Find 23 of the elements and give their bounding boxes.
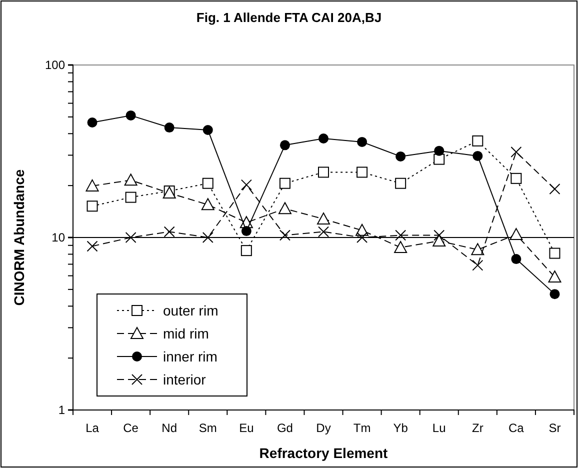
y-tick-label: 100 bbox=[44, 58, 66, 72]
legend-label: inner rim bbox=[163, 348, 218, 364]
x-tick-label: Nd bbox=[162, 421, 178, 435]
x-tick-label: Lu bbox=[432, 421, 446, 435]
y-tick-label: 10 bbox=[52, 230, 66, 244]
x-tick-label: Sr bbox=[548, 421, 561, 435]
chart-title: Fig. 1 Allende FTA CAI 20A,BJ bbox=[196, 10, 382, 25]
x-tick-label: Gd bbox=[276, 421, 293, 435]
x-tick-label: Yb bbox=[393, 421, 408, 435]
legend-label: interior bbox=[163, 372, 206, 388]
x-tick-label: Tm bbox=[353, 421, 371, 435]
x-tick-label: Dy bbox=[316, 421, 331, 435]
x-tick-label: Ca bbox=[508, 421, 524, 435]
x-axis-title: Refractory Element bbox=[259, 445, 388, 461]
x-tick-label: La bbox=[86, 421, 100, 435]
x-tick-label: Zr bbox=[472, 421, 484, 435]
x-tick-label: Eu bbox=[239, 421, 254, 435]
y-tick-label: 1 bbox=[58, 402, 66, 417]
y-axis-title: CINORM Abundance bbox=[11, 169, 27, 306]
legend-label: outer rim bbox=[163, 302, 218, 318]
legend-label: mid rim bbox=[163, 326, 209, 342]
x-tick-label: Sm bbox=[198, 421, 217, 435]
x-tick-label: Ce bbox=[123, 421, 139, 435]
